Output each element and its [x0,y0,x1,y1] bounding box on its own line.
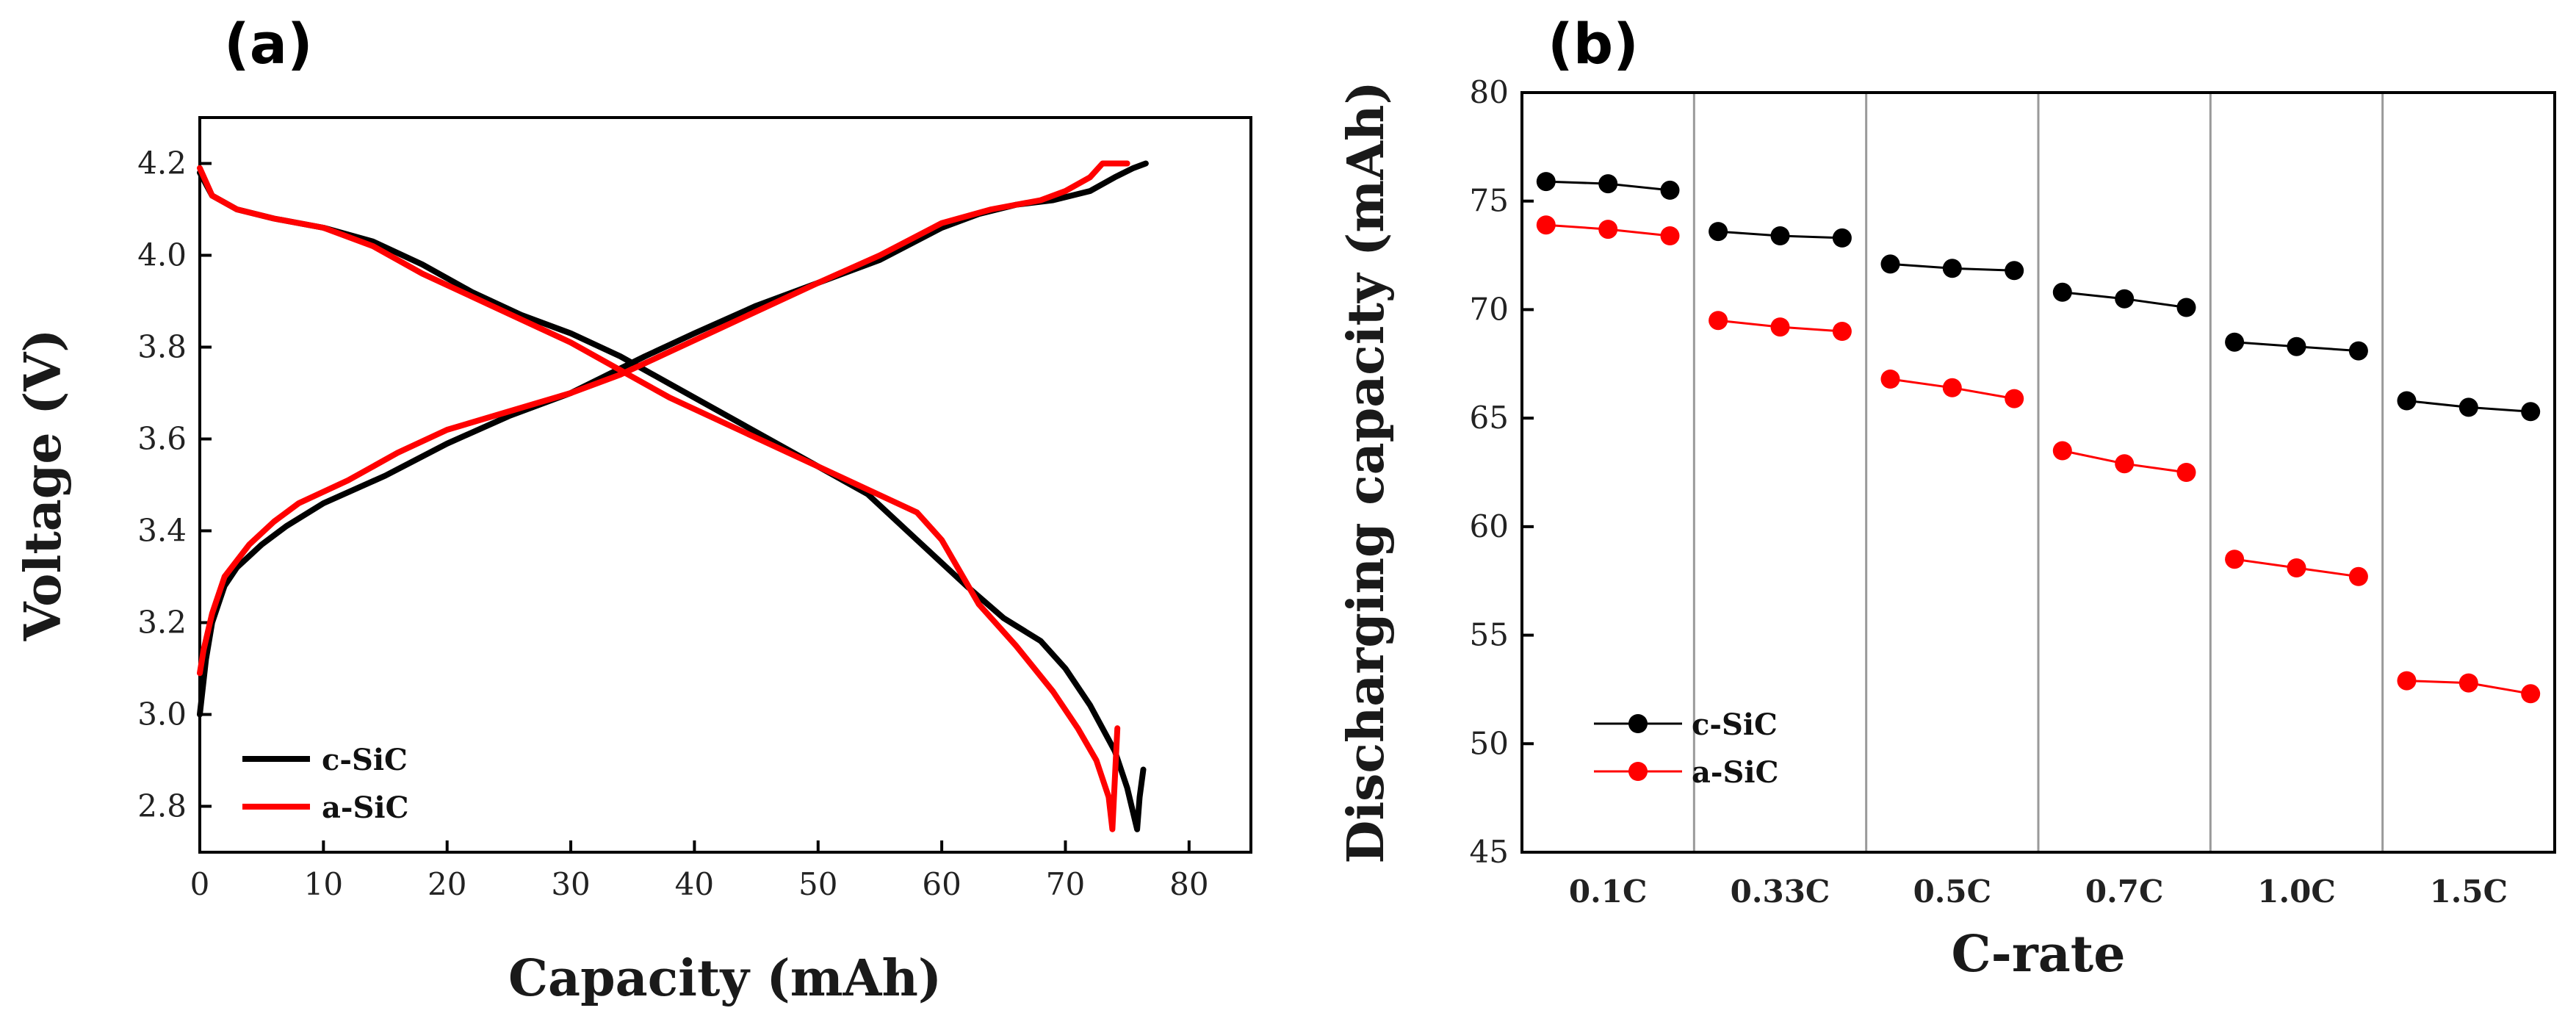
point-a-sic [2348,566,2368,586]
point-c-sic [2521,402,2541,422]
point-a-sic [1660,226,1680,245]
point-c-sic [1660,180,1680,200]
y-tick-label: 50 [1470,725,1509,761]
point-a-sic [2115,454,2135,474]
x-tick-label: 60 [922,866,961,902]
legend-marker-c-sic-b [1628,714,1648,733]
curve-a-sic-charge [197,160,1130,677]
point-c-sic [2005,261,2024,281]
point-a-sic [2397,671,2417,691]
y-tick-label: 3.2 [137,605,187,641]
panel-b-y-axis-title: Discharging capacity (mAh) [1337,81,1396,863]
point-c-sic [1536,172,1556,192]
point-c-sic [2397,391,2417,411]
panel-a-curves [197,160,1149,832]
x-tick-label: 80 [1169,866,1208,902]
category-label: 1.0C [2257,874,2336,910]
y-tick-label: 4.2 [137,145,187,181]
point-a-sic [2005,389,2024,408]
panel-b-plot-frame [1520,91,2556,854]
point-c-sic [2287,336,2306,356]
y-tick-label: 3.0 [137,696,187,732]
x-tick-label: 20 [427,866,466,902]
point-c-sic [2458,397,2478,417]
panel-a-legend: c-SiC a-SiC [242,743,408,825]
panel-a: (a) 2.8 3.0 3.2 3.4 3.6 3.8 4.0 4.2 0 10 20 30 40 50… [14,11,1252,1008]
y-tick-label: 45 [1470,834,1509,870]
x-tick-label: 10 [304,866,343,902]
y-tick-label: 3.6 [137,421,187,457]
point-a-sic [2458,673,2478,693]
point-a-sic [1536,215,1556,235]
point-c-sic [1709,222,1728,242]
panel-b-x-ticks: 0.1C 0.33C 0.5C 0.7C 1.0C 1.5C [1569,874,2508,910]
panel-a-x-ticks: 0 10 20 30 40 50 60 70 80 [190,840,1209,902]
panel-b-y-ticks: 45 50 55 60 65 70 75 80 [1470,74,1534,870]
point-a-sic [1880,370,1900,389]
x-tick-label: 70 [1046,866,1085,902]
panel-b-legend: c-SiC a-SiC [1594,707,1778,790]
panel-a-y-axis-title: Voltage (V) [14,329,73,642]
point-c-sic [2115,289,2135,309]
point-a-sic [2176,463,2196,482]
curve-a-sic-discharge [197,165,1121,832]
panel-b-points [1536,172,2541,704]
point-c-sic [1770,226,1790,245]
category-label: 0.1C [1569,874,1648,910]
point-c-sic [1942,259,1962,278]
y-tick-label: 55 [1470,617,1509,653]
panel-b-category-separators [1692,93,2384,852]
y-tick-label: 80 [1470,74,1509,110]
category-label: 1.5C [2430,874,2508,910]
x-tick-label: 40 [675,866,714,902]
panel-a-plot-frame [198,116,1252,854]
point-a-sic [1709,311,1728,331]
y-tick-label: 3.4 [137,513,187,549]
panel-b: (b) 45 50 55 60 65 70 75 80 0.1C 0.33C 0.5C 0.7C 1.… [1337,11,2556,984]
panel-a-x-axis-title: Capacity (mAh) [508,949,942,1008]
x-tick-label: 50 [798,866,837,902]
curve-c-sic-discharge [197,170,1147,832]
point-a-sic [2052,441,2072,461]
y-tick-label: 75 [1470,183,1509,219]
y-tick-label: 4.0 [137,237,187,273]
legend-marker-a-sic-b [1628,762,1648,781]
point-a-sic [1598,220,1618,240]
point-a-sic [1942,378,1962,397]
category-label: 0.5C [1913,874,1992,910]
point-c-sic [2225,332,2245,352]
point-a-sic [1832,322,1852,341]
panel-b-x-axis-title: C-rate [1952,925,2126,984]
legend-label-c-sic: c-SiC [322,743,408,777]
point-c-sic [2052,282,2072,302]
x-tick-label: 30 [551,866,590,902]
point-c-sic [1598,174,1618,194]
point-a-sic [1770,317,1790,337]
x-tick-label: 0 [190,866,210,902]
point-a-sic [2521,684,2541,704]
category-label: 0.33C [1731,874,1830,910]
category-label: 0.7C [2085,874,2164,910]
legend-label-c-sic-b: c-SiC [1692,707,1778,742]
y-tick-label: 60 [1470,508,1509,544]
point-a-sic [2287,558,2306,577]
panel-a-y-ticks: 2.8 3.0 3.2 3.4 3.6 3.8 4.0 4.2 [137,145,212,824]
y-tick-label: 2.8 [137,788,187,824]
y-tick-label: 70 [1470,291,1509,327]
legend-label-a-sic: a-SiC [322,790,408,825]
point-c-sic [1880,254,1900,274]
y-tick-label: 65 [1470,400,1509,436]
panel-a-tag: (a) [224,11,313,76]
point-c-sic [1832,228,1852,248]
point-c-sic [2176,298,2196,317]
point-a-sic [2225,550,2245,569]
point-c-sic [2348,341,2368,361]
y-tick-label: 3.8 [137,329,187,365]
legend-label-a-sic-b: a-SiC [1692,755,1778,790]
panel-b-tag: (b) [1548,11,1639,76]
